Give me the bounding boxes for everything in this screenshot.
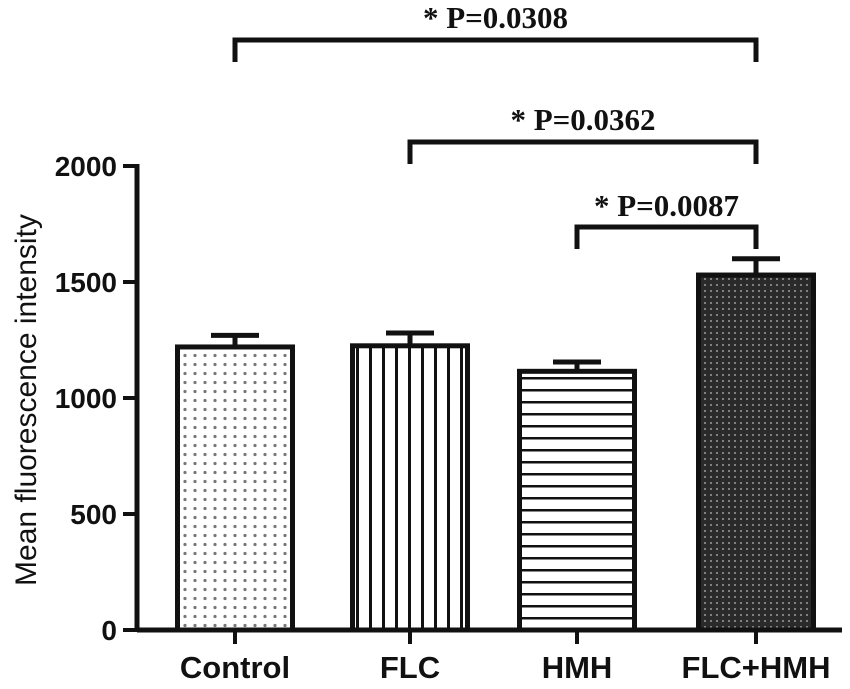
y-axis: 0 500 1000 1500 2000 <box>55 151 140 646</box>
significance-bracket <box>232 37 759 62</box>
y-axis-title: Mean fluorescence intensity <box>10 214 43 586</box>
error-bar <box>732 256 780 276</box>
x-axis: Control FLC HMH FLC+HMH <box>137 627 842 685</box>
significance-label: * P=0.0362 <box>510 102 655 137</box>
error-bar <box>386 330 434 346</box>
y-tick-label: 500 <box>70 499 117 530</box>
x-category-label: FLC+HMH <box>682 650 831 685</box>
significance-label: * P=0.0308 <box>423 0 568 35</box>
bar-hmh <box>517 368 637 633</box>
x-category-label: HMH <box>542 650 613 685</box>
error-bar <box>211 332 259 347</box>
bar-control <box>175 344 295 633</box>
significance-brackets: * P=0.0308 * P=0.0362 * P=0.0087 <box>232 0 759 249</box>
error-bar <box>553 359 601 372</box>
significance-bracket <box>574 224 759 249</box>
y-tick-label: 0 <box>101 615 117 646</box>
significance-label: * P=0.0087 <box>594 188 739 223</box>
bar-flc-hmh <box>696 272 816 633</box>
x-category-label: Control <box>180 650 290 685</box>
x-category-label: FLC <box>380 650 440 685</box>
significance-bracket <box>407 139 759 164</box>
y-tick-label: 1000 <box>55 383 117 414</box>
y-tick-label: 2000 <box>55 151 117 182</box>
bar-flc <box>350 343 470 633</box>
y-tick-label: 1500 <box>55 267 117 298</box>
bars <box>175 256 816 633</box>
